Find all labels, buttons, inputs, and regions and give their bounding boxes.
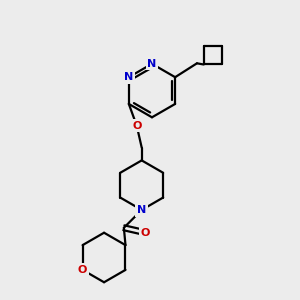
Text: N: N [147,59,157,69]
Text: N: N [124,72,134,82]
Text: O: O [132,121,141,131]
Text: O: O [141,228,150,238]
Text: O: O [78,265,87,275]
Text: N: N [137,205,146,215]
